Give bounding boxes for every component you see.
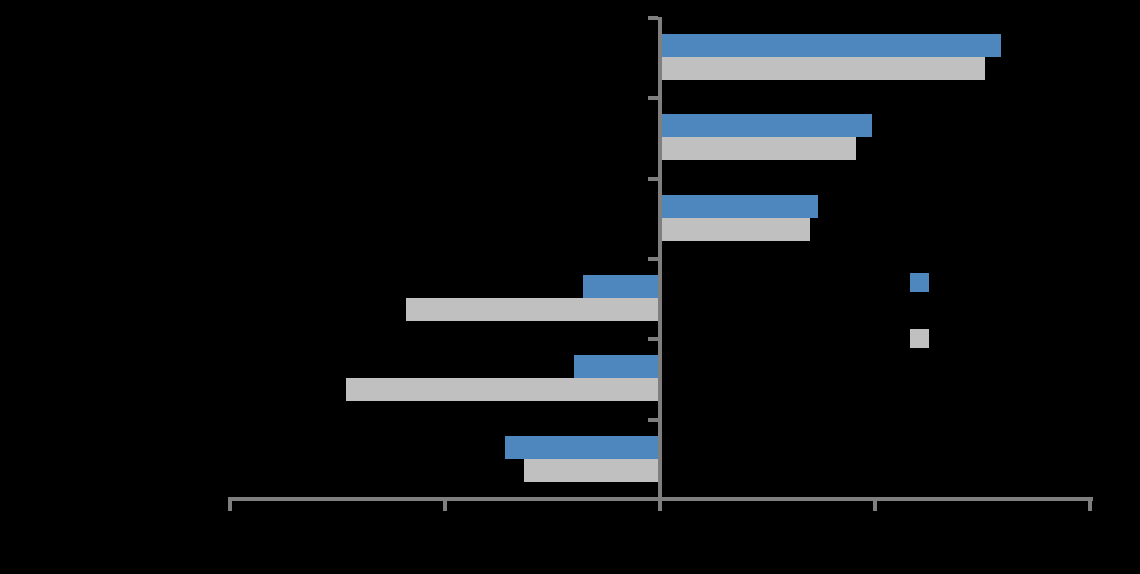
bar-series1-cat3 [662, 195, 818, 218]
bar-series1-cat4 [582, 275, 659, 298]
x-axis-tick [443, 501, 447, 511]
legend-swatch-series2 [910, 329, 929, 348]
x-axis-tick [873, 501, 877, 511]
y-axis-tick [648, 96, 658, 100]
x-axis-tick [228, 501, 232, 511]
x-axis-line [228, 497, 1093, 501]
bar-series2-cat3 [662, 218, 811, 241]
legend-swatch-series1 [910, 273, 929, 292]
y-axis-tick [648, 337, 658, 341]
bar-series2-cat4 [406, 298, 658, 321]
bar-series2-cat2 [662, 137, 856, 160]
bar-series1-cat1 [662, 34, 1001, 57]
y-axis-tick [648, 177, 658, 181]
bar-series1-cat2 [662, 114, 872, 137]
x-axis-tick [1088, 501, 1092, 511]
y-axis-tick [648, 418, 658, 422]
bar-series1-cat5 [574, 355, 658, 378]
y-axis-tick [648, 16, 658, 20]
bar-series2-cat1 [662, 57, 985, 80]
x-axis-tick [658, 501, 662, 511]
bar-series2-cat5 [346, 378, 659, 401]
y-axis-tick [648, 257, 658, 261]
bar-series1-cat6 [505, 436, 659, 459]
y-axis-line [658, 17, 662, 502]
bar-series2-cat6 [523, 459, 659, 482]
